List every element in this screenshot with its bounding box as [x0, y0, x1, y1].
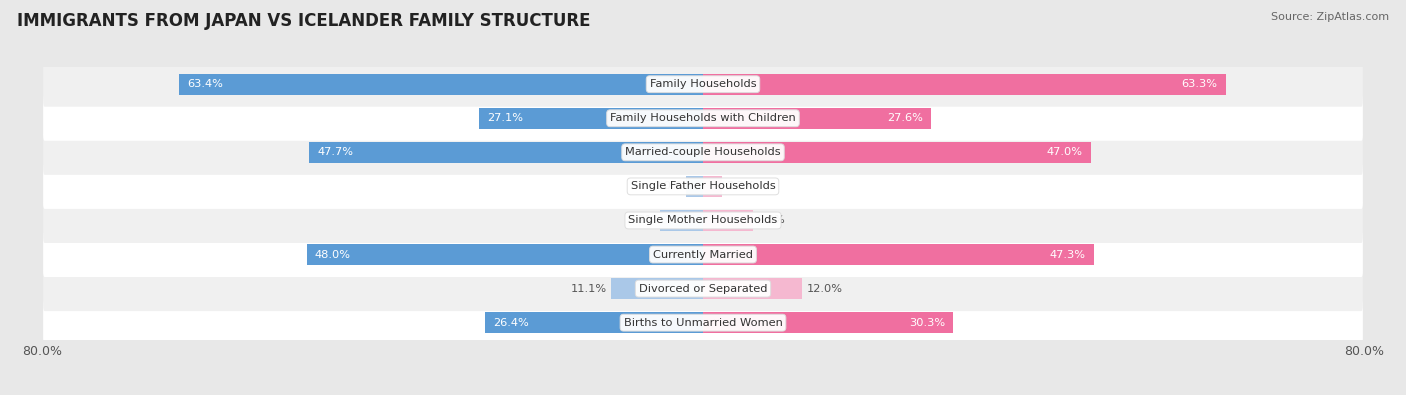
- Bar: [703, 312, 953, 333]
- Text: Currently Married: Currently Married: [652, 250, 754, 260]
- Text: 30.3%: 30.3%: [908, 318, 945, 328]
- FancyBboxPatch shape: [44, 300, 1362, 345]
- Bar: [703, 176, 723, 197]
- FancyBboxPatch shape: [44, 62, 1362, 107]
- Bar: [180, 73, 703, 95]
- Text: Single Father Households: Single Father Households: [631, 181, 775, 192]
- FancyBboxPatch shape: [44, 164, 1362, 209]
- Bar: [309, 142, 703, 163]
- Text: 47.7%: 47.7%: [318, 147, 353, 157]
- Bar: [479, 108, 703, 129]
- Bar: [485, 312, 703, 333]
- Text: Single Mother Households: Single Mother Households: [628, 215, 778, 226]
- Bar: [659, 210, 703, 231]
- Text: 2.3%: 2.3%: [725, 181, 755, 192]
- Text: Family Households: Family Households: [650, 79, 756, 89]
- Bar: [686, 176, 703, 197]
- FancyBboxPatch shape: [44, 130, 1362, 175]
- Text: 12.0%: 12.0%: [806, 284, 842, 293]
- Bar: [307, 244, 703, 265]
- Text: 5.2%: 5.2%: [627, 215, 657, 226]
- Text: 27.6%: 27.6%: [887, 113, 922, 123]
- Text: 11.1%: 11.1%: [571, 284, 607, 293]
- Bar: [703, 210, 752, 231]
- Text: 47.0%: 47.0%: [1047, 147, 1083, 157]
- Text: Married-couple Households: Married-couple Households: [626, 147, 780, 157]
- Text: 48.0%: 48.0%: [315, 250, 350, 260]
- Text: Family Households with Children: Family Households with Children: [610, 113, 796, 123]
- Text: Source: ZipAtlas.com: Source: ZipAtlas.com: [1271, 12, 1389, 22]
- FancyBboxPatch shape: [44, 232, 1362, 277]
- FancyBboxPatch shape: [44, 198, 1362, 243]
- FancyBboxPatch shape: [44, 96, 1362, 141]
- Text: 26.4%: 26.4%: [494, 318, 529, 328]
- Bar: [612, 278, 703, 299]
- Text: 27.1%: 27.1%: [488, 113, 523, 123]
- Bar: [703, 278, 801, 299]
- Text: Births to Unmarried Women: Births to Unmarried Women: [624, 318, 782, 328]
- Text: Divorced or Separated: Divorced or Separated: [638, 284, 768, 293]
- Text: 6.0%: 6.0%: [756, 215, 786, 226]
- Text: 63.4%: 63.4%: [187, 79, 224, 89]
- Text: IMMIGRANTS FROM JAPAN VS ICELANDER FAMILY STRUCTURE: IMMIGRANTS FROM JAPAN VS ICELANDER FAMIL…: [17, 12, 591, 30]
- FancyBboxPatch shape: [44, 266, 1362, 311]
- Bar: [703, 142, 1091, 163]
- Text: 2.0%: 2.0%: [654, 181, 682, 192]
- Bar: [703, 108, 931, 129]
- Bar: [703, 73, 1226, 95]
- Text: 63.3%: 63.3%: [1181, 79, 1218, 89]
- Bar: [703, 244, 1094, 265]
- Text: 47.3%: 47.3%: [1049, 250, 1085, 260]
